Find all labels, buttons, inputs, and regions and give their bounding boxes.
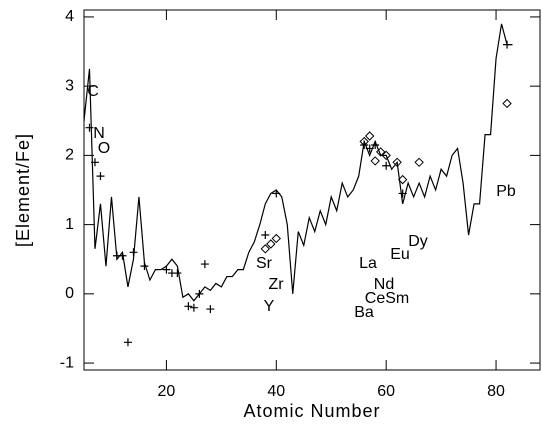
diamond-marker	[359, 136, 369, 147]
element-label: Pb	[496, 183, 516, 200]
plus-marker	[189, 303, 198, 312]
plus-marker	[140, 262, 149, 271]
plus-marker	[206, 305, 215, 314]
y-tick-label: 0	[65, 285, 74, 302]
y-tick-label: -1	[60, 354, 74, 371]
plus-marker	[96, 172, 105, 181]
plus-marker	[173, 269, 182, 278]
plus-marker	[85, 123, 94, 132]
diamond-marker	[266, 239, 276, 249]
diamond-marker	[392, 157, 402, 168]
element-label: Nd	[374, 276, 394, 293]
plus-marker	[200, 260, 209, 269]
diamond-marker	[414, 157, 424, 168]
plus-marker	[382, 161, 391, 170]
plus-marker	[118, 251, 127, 260]
element-label: Ba	[354, 304, 374, 321]
element-label: Y	[264, 298, 275, 315]
y-axis-label: [Element/Fe]	[13, 133, 33, 247]
element-label: Dy	[408, 233, 428, 250]
plus-marker	[195, 289, 204, 298]
element-label: Sr	[256, 255, 273, 272]
x-tick-label: 60	[377, 383, 395, 400]
plus-marker	[90, 158, 99, 167]
y-tick-label: 4	[65, 8, 74, 25]
element-label: Eu	[390, 246, 410, 263]
plus-marker	[365, 144, 374, 153]
element-label: O	[98, 140, 110, 157]
x-axis-label: Atomic Number	[243, 401, 380, 421]
diamond-marker	[502, 98, 512, 109]
plus-marker	[261, 231, 270, 239]
y-tick-label: 1	[65, 216, 74, 233]
plus-marker	[123, 338, 132, 347]
plus-marker	[129, 248, 138, 257]
element-label: N	[93, 125, 105, 142]
diamond-marker	[271, 233, 281, 244]
x-tick-label: 40	[267, 383, 285, 400]
element-label: La	[359, 255, 377, 272]
diamond-marker	[370, 156, 380, 166]
diamond-marker	[397, 174, 408, 185]
element-label: C	[87, 83, 99, 100]
plus-marker	[272, 189, 281, 198]
y-tick-label: 3	[65, 77, 74, 94]
x-tick-label: 20	[158, 383, 176, 400]
plus-marker	[398, 189, 407, 198]
model-line	[83, 23, 513, 302]
diamond-marker	[364, 131, 375, 141]
x-tick-label: 80	[487, 383, 505, 400]
plot-frame	[83, 9, 541, 371]
element-label: Zr	[268, 276, 284, 293]
y-tick-label: 2	[65, 147, 74, 164]
element-label: CeSm	[365, 290, 409, 307]
plus-marker	[184, 302, 193, 311]
diamond-marker	[375, 147, 386, 157]
plus-marker	[371, 141, 380, 149]
diamond-marker	[260, 244, 271, 254]
plus-marker	[162, 265, 171, 274]
diamond-marker	[381, 150, 391, 161]
plus-marker	[503, 40, 512, 49]
